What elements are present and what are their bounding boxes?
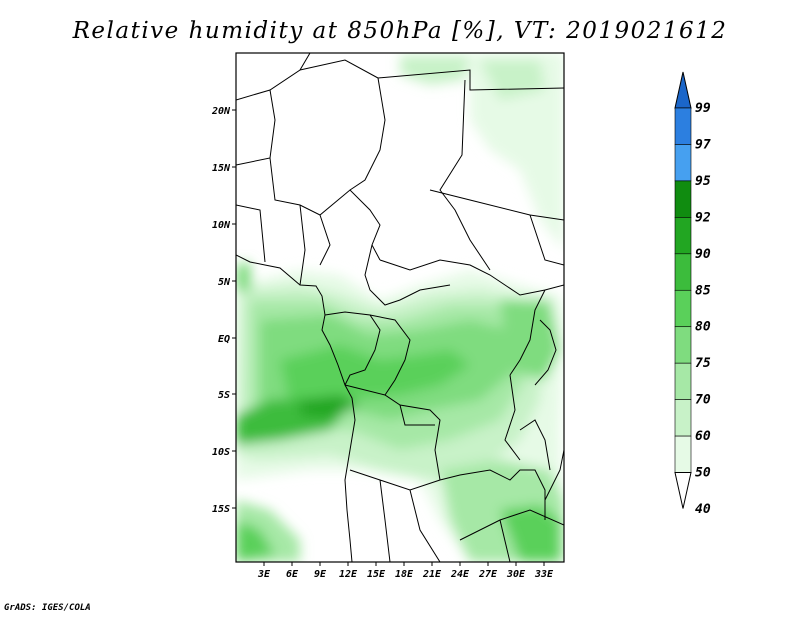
colorbar-swatch (674, 180, 692, 218)
lon-label: 21E (422, 569, 442, 580)
lat-label: 20N (211, 106, 231, 117)
latitude-axis: 20N 15N 10N 5N EQ 5S 10S 15S (211, 106, 236, 515)
colorbar-label: 50 (695, 466, 711, 481)
colorbar-swatch (674, 362, 692, 400)
colorbar-label: 90 (695, 247, 711, 262)
colorbar-top-arrow (674, 71, 692, 109)
grads-credit: GrADS: IGES/COLA (4, 603, 91, 613)
map-title: Relative humidity at 850hPa [%], VT: 201… (72, 18, 728, 44)
colorbar-bottom-arrow (674, 472, 692, 509)
colorbar-label: 60 (695, 429, 711, 444)
colorbar-label: 70 (695, 393, 711, 408)
colorbar-swatch (674, 326, 692, 364)
colorbar-swatch (674, 289, 692, 328)
colorbar: 99 97 95 92 90 85 80 75 70 60 50 40 (674, 71, 711, 517)
lon-label: 15E (367, 569, 386, 580)
colorbar-swatch (674, 107, 692, 145)
lon-label: 18E (395, 569, 414, 580)
lat-label: 5N (218, 277, 231, 288)
colorbar-label: 85 (695, 283, 711, 298)
lon-label: 12E (339, 569, 358, 580)
colorbar-swatch (674, 253, 692, 291)
lat-label: EQ (218, 334, 230, 345)
colorbar-label: 40 (695, 502, 711, 517)
lat-label: 15S (212, 504, 230, 515)
colorbar-label: 80 (695, 320, 711, 335)
lat-label: 15N (212, 163, 231, 174)
lon-label: 24E (450, 569, 470, 580)
lon-label: 9E (314, 569, 327, 580)
lat-label: 10S (212, 447, 230, 458)
country-borders (236, 53, 564, 562)
colorbar-label: 97 (695, 137, 711, 152)
lon-label: 3E (257, 569, 271, 580)
colorbar-swatch (674, 435, 692, 473)
colorbar-label: 92 (695, 210, 711, 225)
lon-label: 6E (286, 569, 299, 580)
colorbar-swatch (674, 399, 692, 437)
colorbar-swatch (674, 144, 692, 182)
colorbar-label: 99 (695, 101, 711, 116)
lon-label: 27E (478, 569, 498, 580)
colorbar-label: 75 (695, 356, 711, 371)
longitude-axis: 3E 6E 9E 12E 15E 18E 21E 24E 27E 30E 33E (257, 562, 554, 580)
map-frame (235, 52, 565, 563)
colorbar-label: 95 (695, 174, 711, 189)
lat-label: 5S (218, 390, 230, 401)
humidity-shading (236, 53, 564, 562)
colorbar-swatch (674, 217, 692, 255)
lon-label: 33E (534, 569, 554, 580)
lon-label: 30E (506, 569, 526, 580)
lat-label: 10N (212, 220, 231, 231)
